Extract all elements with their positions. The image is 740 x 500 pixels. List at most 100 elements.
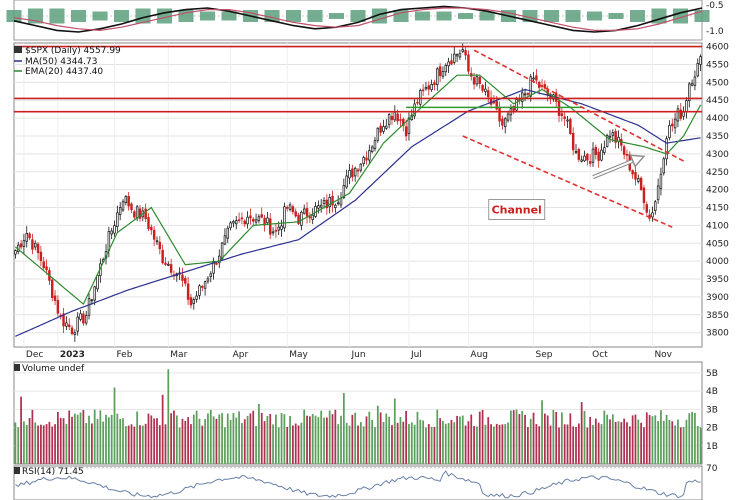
volume-bar bbox=[34, 422, 37, 464]
volume-bar bbox=[521, 410, 524, 464]
momentum-histogram-bar bbox=[221, 11, 237, 21]
volume-bar bbox=[110, 414, 113, 464]
volume-bar bbox=[634, 414, 637, 464]
candle-body bbox=[356, 169, 360, 172]
momentum-histogram-bar bbox=[199, 11, 216, 21]
candle-body bbox=[390, 116, 394, 120]
volume-bar bbox=[543, 413, 546, 464]
candle-body bbox=[532, 77, 535, 80]
candle-body bbox=[82, 313, 85, 324]
candle-body bbox=[535, 75, 538, 81]
candle-body bbox=[269, 218, 272, 235]
candle-body bbox=[76, 316, 79, 332]
candle-body bbox=[586, 153, 589, 161]
candle-body bbox=[529, 76, 532, 97]
candle-body bbox=[387, 114, 391, 125]
volume-bar bbox=[283, 414, 286, 464]
volume-bar bbox=[405, 410, 408, 464]
volume-bar bbox=[215, 418, 218, 464]
volume-bar bbox=[68, 410, 71, 464]
candle-body bbox=[693, 76, 697, 86]
volume-bar bbox=[495, 423, 498, 464]
price-y-tick: 4000 bbox=[706, 257, 729, 267]
candle-body bbox=[577, 148, 581, 160]
candle-body bbox=[368, 150, 371, 161]
candle-body bbox=[25, 233, 28, 242]
volume-bar bbox=[156, 418, 158, 464]
candle-body bbox=[501, 118, 504, 126]
price-x-tick: Feb bbox=[117, 350, 133, 360]
volume-bar bbox=[229, 420, 232, 464]
candle-body bbox=[294, 211, 297, 217]
volume-bar bbox=[93, 409, 96, 464]
candle-body bbox=[622, 146, 626, 155]
candle-body bbox=[597, 151, 600, 161]
candle-body bbox=[419, 90, 422, 105]
volume-bar bbox=[31, 409, 34, 464]
volume-bar bbox=[235, 417, 238, 464]
candle-body bbox=[637, 178, 640, 182]
volume-bar bbox=[340, 415, 342, 464]
volume-bar bbox=[688, 413, 691, 464]
volume-bar bbox=[487, 417, 490, 464]
momentum-histogram-bar bbox=[586, 11, 603, 21]
volume-bar bbox=[671, 421, 674, 464]
volume-bar bbox=[393, 398, 396, 464]
price-y-tick: 4100 bbox=[706, 221, 729, 231]
price-y-tick: 3900 bbox=[706, 293, 729, 303]
volume-bar bbox=[175, 415, 178, 464]
candle-body bbox=[311, 214, 314, 221]
candle-body bbox=[274, 229, 278, 232]
volume-bar bbox=[416, 411, 419, 464]
candle-body bbox=[39, 251, 43, 262]
volume-bar bbox=[433, 426, 436, 464]
candle-body bbox=[42, 261, 45, 269]
volume-bar bbox=[577, 423, 580, 464]
legend-ma50: MA(50) 4344.73 bbox=[25, 57, 97, 67]
volume-bar bbox=[592, 424, 594, 464]
volume-title-swatch bbox=[14, 364, 20, 371]
candle-body bbox=[328, 197, 331, 208]
candle-body bbox=[308, 216, 312, 219]
volume-bar bbox=[325, 417, 328, 464]
volume-bar bbox=[212, 416, 215, 464]
candle-body bbox=[96, 274, 99, 290]
candle-body bbox=[184, 278, 187, 284]
momentum-histogram-bar bbox=[350, 10, 366, 22]
price-y-tick: 4300 bbox=[706, 150, 729, 160]
volume-bar bbox=[699, 427, 702, 464]
volume-bar bbox=[427, 424, 430, 464]
price-y-tick: 4550 bbox=[706, 60, 729, 70]
volume-bar bbox=[442, 420, 444, 464]
candle-body bbox=[634, 172, 637, 180]
candle-body bbox=[181, 274, 184, 281]
volume-bar bbox=[14, 422, 17, 464]
volume-bar bbox=[62, 418, 65, 464]
volume-bar bbox=[555, 412, 558, 464]
volume-bar bbox=[382, 421, 385, 464]
volume-bar bbox=[314, 415, 317, 464]
momentum-histogram-bar bbox=[178, 10, 194, 22]
volume-bar bbox=[470, 414, 473, 464]
volume-y-tick: 1B bbox=[706, 442, 718, 452]
candle-body bbox=[679, 109, 682, 119]
candle-body bbox=[665, 138, 668, 160]
volume-bar bbox=[320, 410, 323, 464]
price-x-tick: Jul bbox=[410, 350, 422, 360]
volume-bar bbox=[611, 414, 614, 464]
volume-bar bbox=[187, 417, 190, 464]
candle-body bbox=[36, 243, 40, 254]
price-x-tick: Apr bbox=[233, 350, 249, 360]
candle-body bbox=[107, 231, 111, 251]
price-y-tick: 4400 bbox=[706, 114, 729, 124]
price-x-tick: Mar bbox=[170, 350, 187, 360]
candle-body bbox=[402, 118, 405, 126]
volume-bar bbox=[444, 423, 447, 464]
volume-bar bbox=[691, 411, 693, 464]
price-y-tick: 4200 bbox=[706, 186, 729, 196]
candle-body bbox=[254, 219, 258, 223]
candle-body bbox=[158, 241, 162, 250]
candle-body bbox=[342, 185, 346, 198]
candle-body bbox=[481, 85, 484, 91]
